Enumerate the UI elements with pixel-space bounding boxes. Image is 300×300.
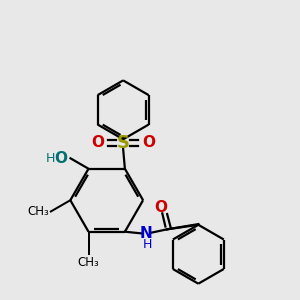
- Text: O: O: [154, 200, 167, 215]
- Text: CH₃: CH₃: [78, 256, 99, 269]
- Text: O: O: [142, 135, 155, 150]
- Text: S: S: [117, 134, 130, 152]
- Text: H: H: [46, 152, 55, 165]
- Text: CH₃: CH₃: [27, 205, 49, 218]
- Text: N: N: [140, 226, 153, 241]
- Text: O: O: [55, 151, 68, 166]
- Text: O: O: [91, 135, 104, 150]
- Text: H: H: [142, 238, 152, 251]
